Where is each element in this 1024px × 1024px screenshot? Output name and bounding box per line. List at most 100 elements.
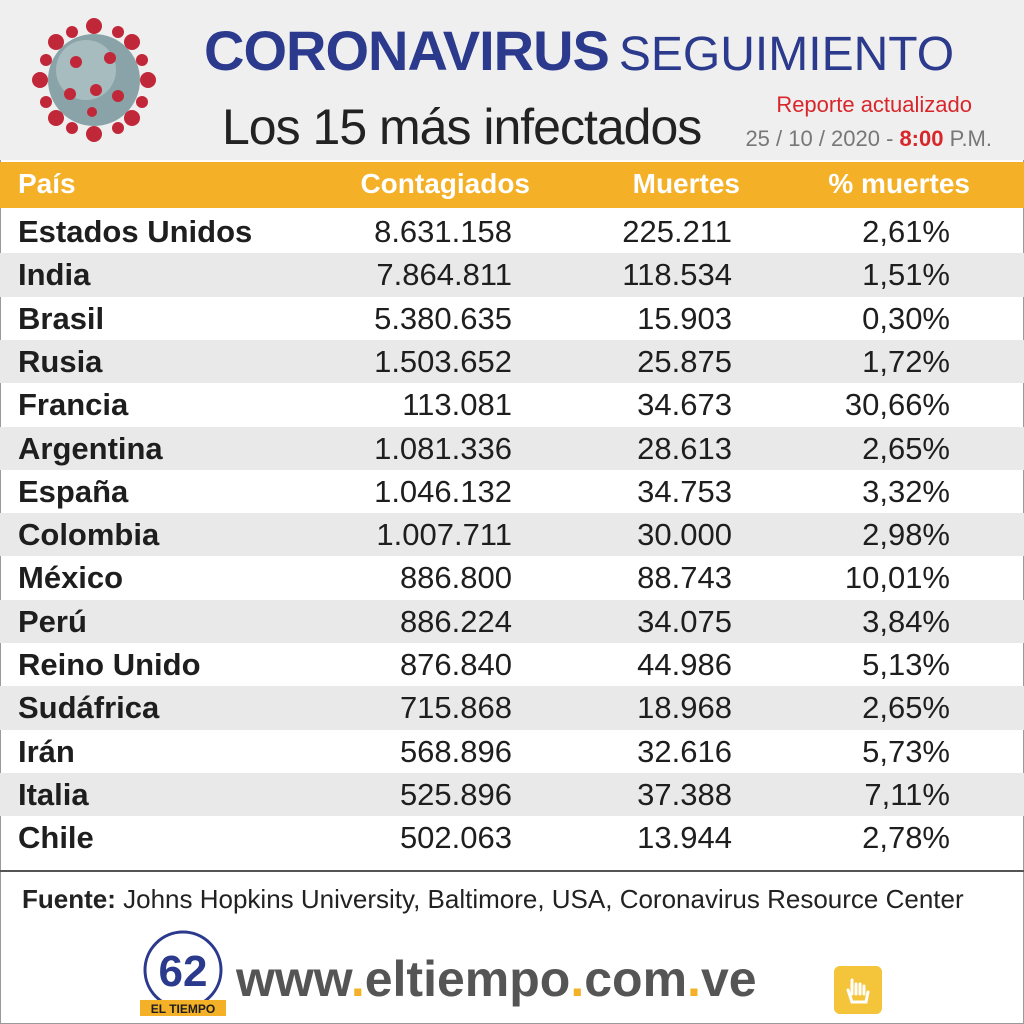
- cell-pais: México: [18, 560, 124, 596]
- cell-contagiados: 876.840: [399, 647, 512, 682]
- cell-contagiados: 1.046.132: [374, 473, 512, 509]
- cell-pct-muertes: 30,66%: [844, 387, 950, 423]
- table-row: Francia 113.081 34.673 30,66%: [0, 383, 1024, 426]
- cell-pais: Chile: [18, 820, 94, 856]
- source-text: Johns Hopkins University, Baltimore, USA…: [115, 884, 964, 914]
- cell-muertes: 32.616: [637, 733, 732, 769]
- page-title: Coronavirus Seguimiento: [204, 18, 954, 83]
- cell-pais: Reino Unido: [18, 647, 201, 682]
- table-row: Perú 886.224 34.075 3,84%: [0, 599, 1024, 643]
- url-dot: .: [350, 951, 365, 1007]
- cell-muertes: 25.875: [637, 343, 732, 379]
- time-suffix: P.M.: [949, 126, 992, 151]
- cell-muertes: 15.903: [637, 300, 732, 336]
- website-url[interactable]: www.eltiempo.com.ve: [236, 950, 757, 1008]
- cell-contagiados: 502.063: [399, 820, 512, 856]
- url-part: com: [584, 951, 688, 1007]
- cell-muertes: 34.673: [637, 387, 732, 423]
- cell-contagiados: 8.631.158: [374, 214, 512, 249]
- cell-pais: Colombia: [18, 517, 160, 553]
- cell-pct-muertes: 5,13%: [862, 647, 950, 682]
- cell-pct-muertes: 3,84%: [862, 603, 950, 639]
- cell-muertes: 44.986: [637, 647, 732, 682]
- source-note: Fuente: Johns Hopkins University, Baltim…: [22, 884, 964, 915]
- cell-pais: Irán: [18, 733, 75, 769]
- cell-muertes: 88.743: [637, 560, 732, 596]
- cell-pais: Francia: [18, 387, 129, 423]
- cell-contagiados: 525.896: [399, 776, 512, 812]
- time-text: 8:00: [899, 126, 944, 151]
- url-dot: .: [570, 951, 585, 1007]
- logo-number: 62: [159, 947, 208, 996]
- cell-pct-muertes: 10,01%: [844, 560, 950, 596]
- column-header-muertes: Muertes: [632, 168, 740, 199]
- cell-muertes: 18.968: [637, 690, 732, 726]
- table-row: Chile 502.063 13.944 2,78%: [0, 816, 1024, 859]
- cell-pct-muertes: 1,51%: [862, 257, 950, 293]
- cell-contagiados: 886.800: [399, 560, 512, 596]
- url-part: eltiempo: [364, 951, 571, 1007]
- column-header-pais: País: [18, 168, 76, 199]
- table-row: Reino Unido 876.840 44.986 5,13%: [0, 643, 1024, 686]
- table-row: Colombia 1.007.711 30.000 2,98%: [0, 513, 1024, 557]
- cell-pais: Perú: [18, 603, 87, 639]
- cell-contagiados: 1.503.652: [374, 343, 512, 379]
- logo-62-icon: 62 EL TIEMPO: [140, 930, 226, 1016]
- header: Coronavirus Seguimiento Los 15 más infect…: [0, 0, 1024, 160]
- source-label: Fuente:: [22, 884, 116, 914]
- table-row: Italia 525.896 37.388 7,11%: [0, 772, 1024, 817]
- subtitle: Los 15 más infectados: [222, 99, 702, 155]
- table-row: México 886.800 88.743 10,01%: [0, 556, 1024, 599]
- divider: [0, 870, 1024, 872]
- cell-pais: Sudáfrica: [18, 690, 160, 726]
- cell-pais: Argentina: [18, 430, 163, 466]
- logo-name: EL TIEMPO: [151, 1002, 215, 1016]
- coronavirus-icon: [32, 18, 156, 142]
- cell-muertes: 37.388: [637, 776, 732, 812]
- column-header-pct-muertes: % muertes: [828, 168, 970, 199]
- table-body: Estados Unidos 8.631.158 225.211 2,61% India…: [0, 210, 1024, 860]
- cell-pais: India: [18, 257, 91, 293]
- table-row: Rusia 1.503.652 25.875 1,72%: [0, 339, 1024, 384]
- cell-pct-muertes: 2,98%: [862, 517, 950, 553]
- url-part: www: [236, 951, 351, 1007]
- cell-pais: Brasil: [18, 300, 105, 336]
- cell-contagiados: 113.081: [402, 387, 512, 423]
- table-row: Sudáfrica 715.868 18.968 2,65%: [0, 686, 1024, 730]
- cell-pct-muertes: 7,11%: [864, 776, 950, 812]
- cell-pct-muertes: 2,65%: [862, 430, 950, 466]
- table-row: Brasil 5.380.635 15.903 0,30%: [0, 297, 1024, 340]
- cell-contagiados: 7.864.811: [376, 257, 512, 293]
- cell-pct-muertes: 3,32%: [862, 473, 950, 509]
- cell-pais: Italia: [18, 776, 89, 812]
- cell-contagiados: 568.896: [399, 733, 512, 769]
- cell-pais: Rusia: [18, 343, 103, 379]
- cell-pct-muertes: 0,30%: [862, 300, 950, 336]
- report-label: Reporte actualizado: [776, 92, 972, 117]
- cell-contagiados: 1.081.336: [374, 430, 512, 466]
- cell-pais: Estados Unidos: [18, 214, 253, 249]
- cell-pct-muertes: 5,73%: [862, 733, 950, 769]
- cell-muertes: 30.000: [637, 517, 732, 553]
- url-part: ve: [700, 951, 757, 1007]
- title-second: Seguimiento: [618, 28, 955, 81]
- title-main: Coronavirus: [204, 19, 610, 82]
- cell-muertes: 225.211: [622, 214, 732, 249]
- hand-click-icon: [834, 966, 882, 1014]
- cell-muertes: 118.534: [622, 257, 732, 293]
- cell-muertes: 28.613: [637, 430, 732, 466]
- cell-pct-muertes: 2,78%: [862, 820, 950, 856]
- cell-pct-muertes: 1,72%: [862, 343, 950, 379]
- cell-pct-muertes: 2,61%: [862, 214, 950, 249]
- column-header-contagiados: Contagiados: [360, 168, 530, 199]
- cell-muertes: 13.944: [637, 820, 732, 856]
- report-date: 25 / 10 / 2020 -8:00 P.M.: [745, 126, 992, 152]
- table-row: Argentina 1.081.336 28.613 2,65%: [0, 426, 1024, 470]
- url-dot: .: [687, 951, 701, 1007]
- table-row: Estados Unidos 8.631.158 225.211 2,61%: [0, 210, 1024, 253]
- table-row: Irán 568.896 32.616 5,73%: [0, 730, 1024, 773]
- table-row: España 1.046.132 34.753 3,32%: [0, 470, 1024, 513]
- cell-muertes: 34.075: [637, 603, 732, 639]
- table-row: India 7.864.811 118.534 1,51%: [0, 253, 1024, 297]
- cell-contagiados: 1.007.711: [376, 517, 512, 553]
